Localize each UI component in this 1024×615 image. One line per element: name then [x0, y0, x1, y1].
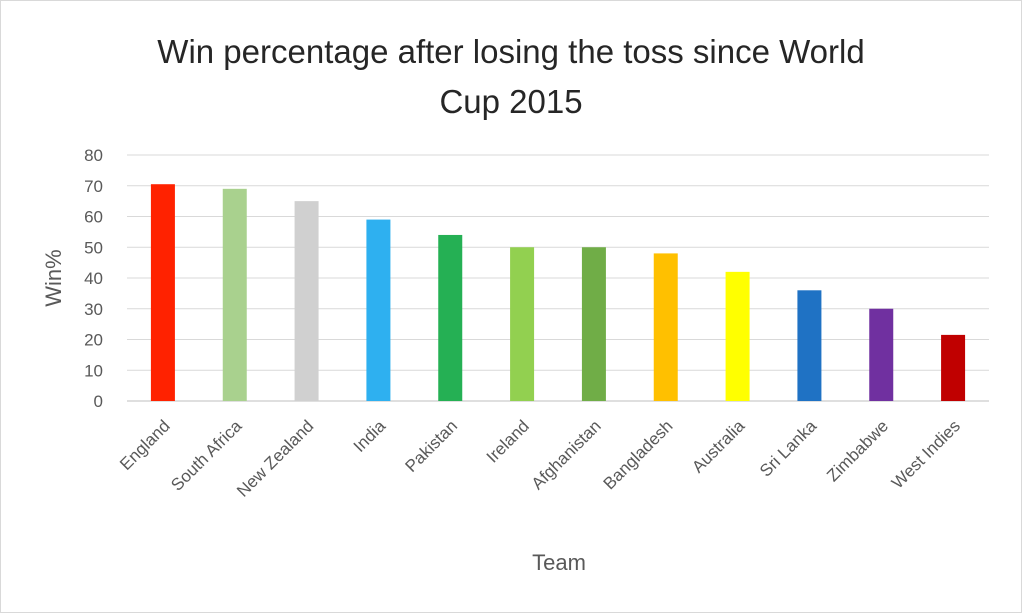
- y-tick-label: 10: [84, 361, 103, 380]
- x-tick-label: England: [116, 416, 174, 474]
- bars: [150, 184, 966, 401]
- y-tick-label: 30: [84, 300, 103, 319]
- bar-new-zealand: [294, 201, 319, 401]
- bar-sri-lanka: [797, 290, 822, 401]
- y-tick-label: 60: [84, 208, 103, 227]
- bar-ireland: [510, 247, 535, 401]
- x-tick-label: New Zealand: [233, 416, 317, 500]
- x-axis-title: Team: [532, 550, 586, 575]
- x-tick-label: Ireland: [483, 416, 533, 466]
- bar-zimbabwe: [869, 308, 894, 401]
- bar-south-africa: [222, 188, 247, 401]
- chart-title: Win percentage after losing the toss sin…: [61, 27, 961, 127]
- x-tick-label: Zimbabwe: [823, 416, 892, 485]
- chart-title-line-1: Win percentage after losing the toss sin…: [157, 33, 865, 70]
- y-axis-title: Win%: [41, 249, 66, 306]
- y-tick-label: 70: [84, 177, 103, 196]
- x-tick-label: India: [350, 416, 390, 456]
- x-tick-label: Pakistan: [402, 416, 462, 476]
- y-axis-ticks: 0 10 20 30 40 50 60 70 80: [84, 146, 103, 411]
- x-tick-label: West Indies: [888, 416, 964, 492]
- bar-west-indies: [941, 334, 966, 401]
- bar-afghanistan: [581, 247, 606, 401]
- y-tick-label: 40: [84, 269, 103, 288]
- bar-australia: [725, 271, 750, 401]
- x-tick-label: South Africa: [167, 416, 246, 495]
- x-tick-label: Australia: [688, 416, 749, 477]
- y-tick-label: 50: [84, 238, 103, 257]
- x-tick-label: Afghanistan: [528, 416, 605, 493]
- y-tick-label: 80: [84, 146, 103, 165]
- x-tick-label: Bangladesh: [600, 416, 677, 493]
- bar-england: [150, 184, 175, 401]
- gridlines: [127, 154, 989, 402]
- bar-bangladesh: [653, 253, 678, 401]
- bar-india: [366, 219, 391, 401]
- y-tick-label: 20: [84, 331, 103, 350]
- y-tick-label: 0: [94, 392, 103, 411]
- x-tick-label: Sri Lanka: [756, 416, 821, 481]
- chart-title-line-2: Cup 2015: [439, 83, 583, 120]
- bar-pakistan: [438, 234, 463, 401]
